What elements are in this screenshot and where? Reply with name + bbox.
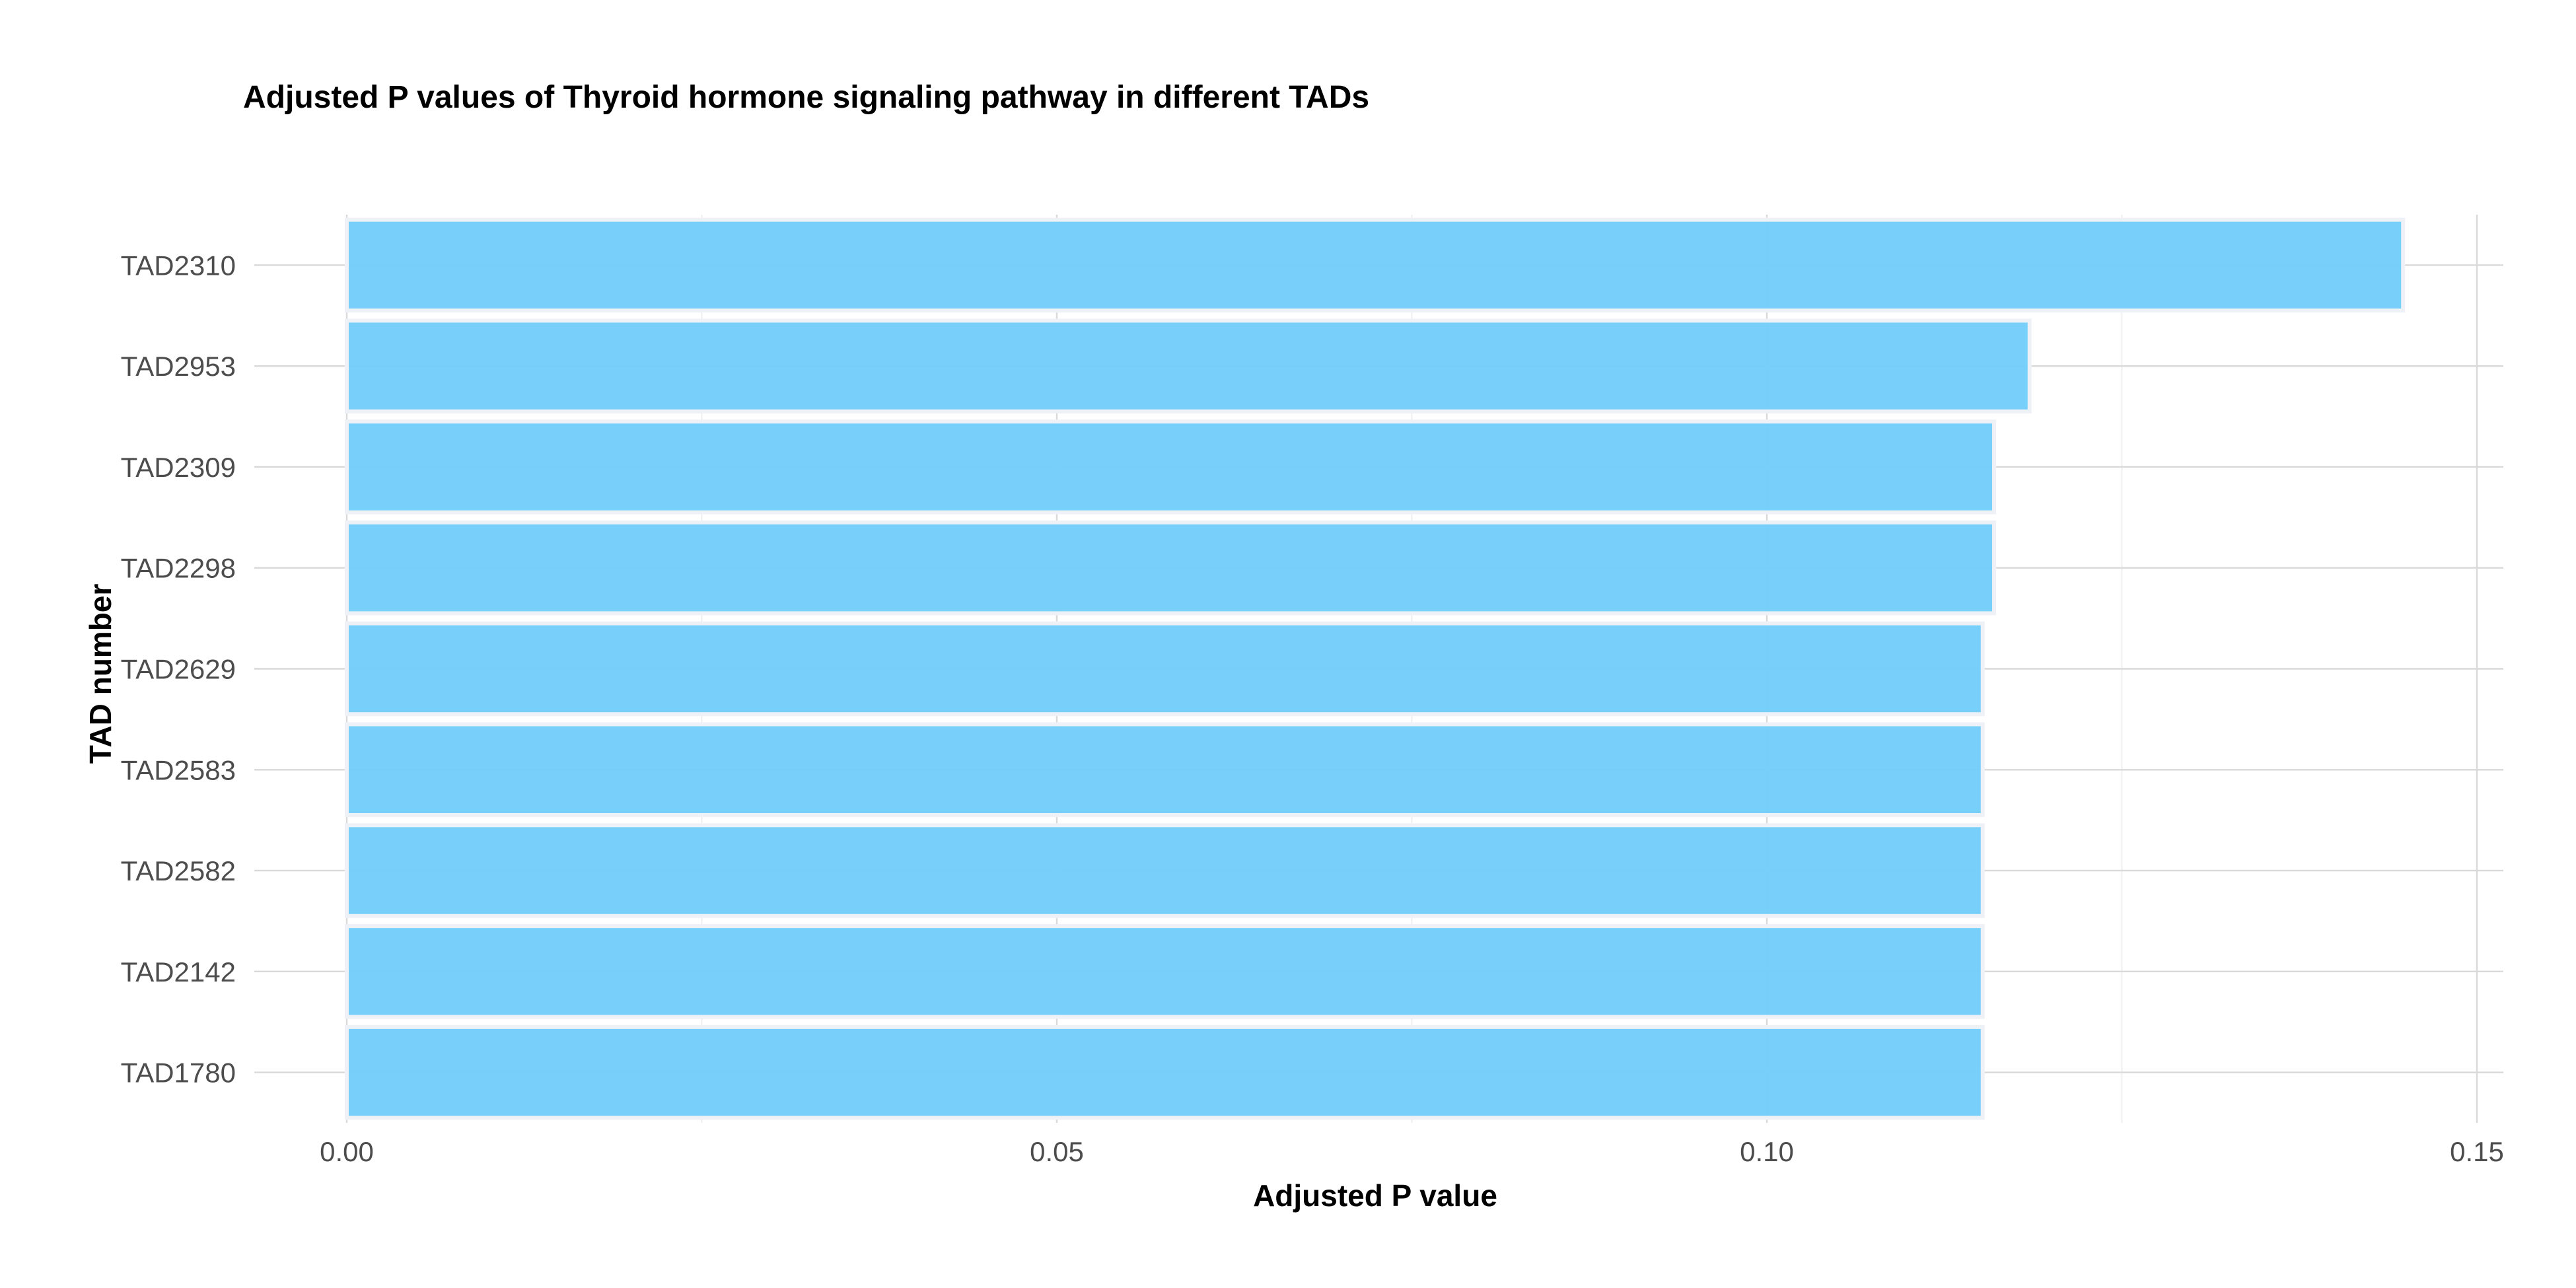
chart-title: Adjusted P values of Thyroid hormone sig…	[243, 80, 1369, 115]
x-tick-label: 0.10	[1740, 1136, 1794, 1167]
y-axis-tick-labels: TAD2310 TAD2953 TAD2309 TAD2298 TAD2629 TAD25…	[121, 250, 236, 1088]
bar-tad2298	[345, 520, 1996, 616]
x-tick-label: 0.00	[320, 1136, 374, 1167]
y-tick-label: TAD2953	[121, 351, 236, 382]
bar-tad2582	[345, 823, 1985, 918]
bar-tad2142	[345, 924, 1985, 1019]
x-axis-title: Adjusted P value	[1253, 1178, 1497, 1213]
y-tick-label: TAD2310	[121, 250, 236, 281]
y-tick-label: TAD2309	[121, 452, 236, 483]
bar-tad2953	[345, 318, 2032, 413]
y-tick-label: TAD2629	[121, 654, 236, 685]
bar-tad2309	[345, 419, 1996, 515]
y-tick-label: TAD2582	[121, 855, 236, 886]
x-axis-tick-labels: 0.00 0.05 0.10 0.15	[320, 1136, 2504, 1167]
y-tick-label: TAD1780	[121, 1057, 236, 1089]
x-tick-label: 0.05	[1030, 1136, 1084, 1167]
y-tick-label: TAD2298	[121, 553, 236, 584]
y-tick-label: TAD2583	[121, 754, 236, 785]
y-axis-title: TAD number	[83, 584, 118, 764]
bar-tad1780	[345, 1024, 1985, 1120]
bar-tad2629	[345, 621, 1985, 717]
bar-tad2583	[345, 722, 1985, 818]
bars	[345, 217, 2406, 1120]
x-tick-label: 0.15	[2450, 1136, 2504, 1167]
bar-tad2310	[345, 217, 2406, 313]
y-tick-label: TAD2142	[121, 956, 236, 987]
